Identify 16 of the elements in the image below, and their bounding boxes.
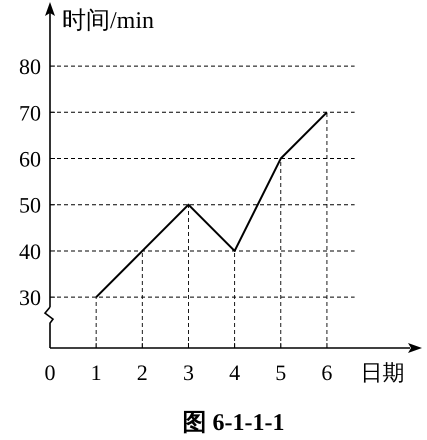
x-tick-label: 0 (44, 360, 56, 385)
y-tick-label: 70 (19, 100, 41, 126)
x-tick-label: 2 (136, 360, 148, 385)
y-tick-label: 30 (19, 285, 41, 310)
caption: 图 6-1-1-1 (182, 410, 284, 436)
x-axis-title: 日期 (360, 360, 404, 385)
x-tick-label: 3 (182, 360, 194, 385)
y-tick-label: 80 (19, 54, 41, 80)
y-tick-label: 50 (19, 192, 41, 218)
x-tick-label: 5 (275, 360, 286, 385)
y-axis-title: 时间/min (62, 8, 154, 34)
x-tick-label: 6 (321, 360, 332, 385)
x-tick-label: 4 (229, 360, 240, 385)
y-tick-label: 60 (19, 146, 41, 172)
x-tick-label: 1 (90, 360, 102, 385)
y-tick-label: 40 (19, 238, 41, 264)
